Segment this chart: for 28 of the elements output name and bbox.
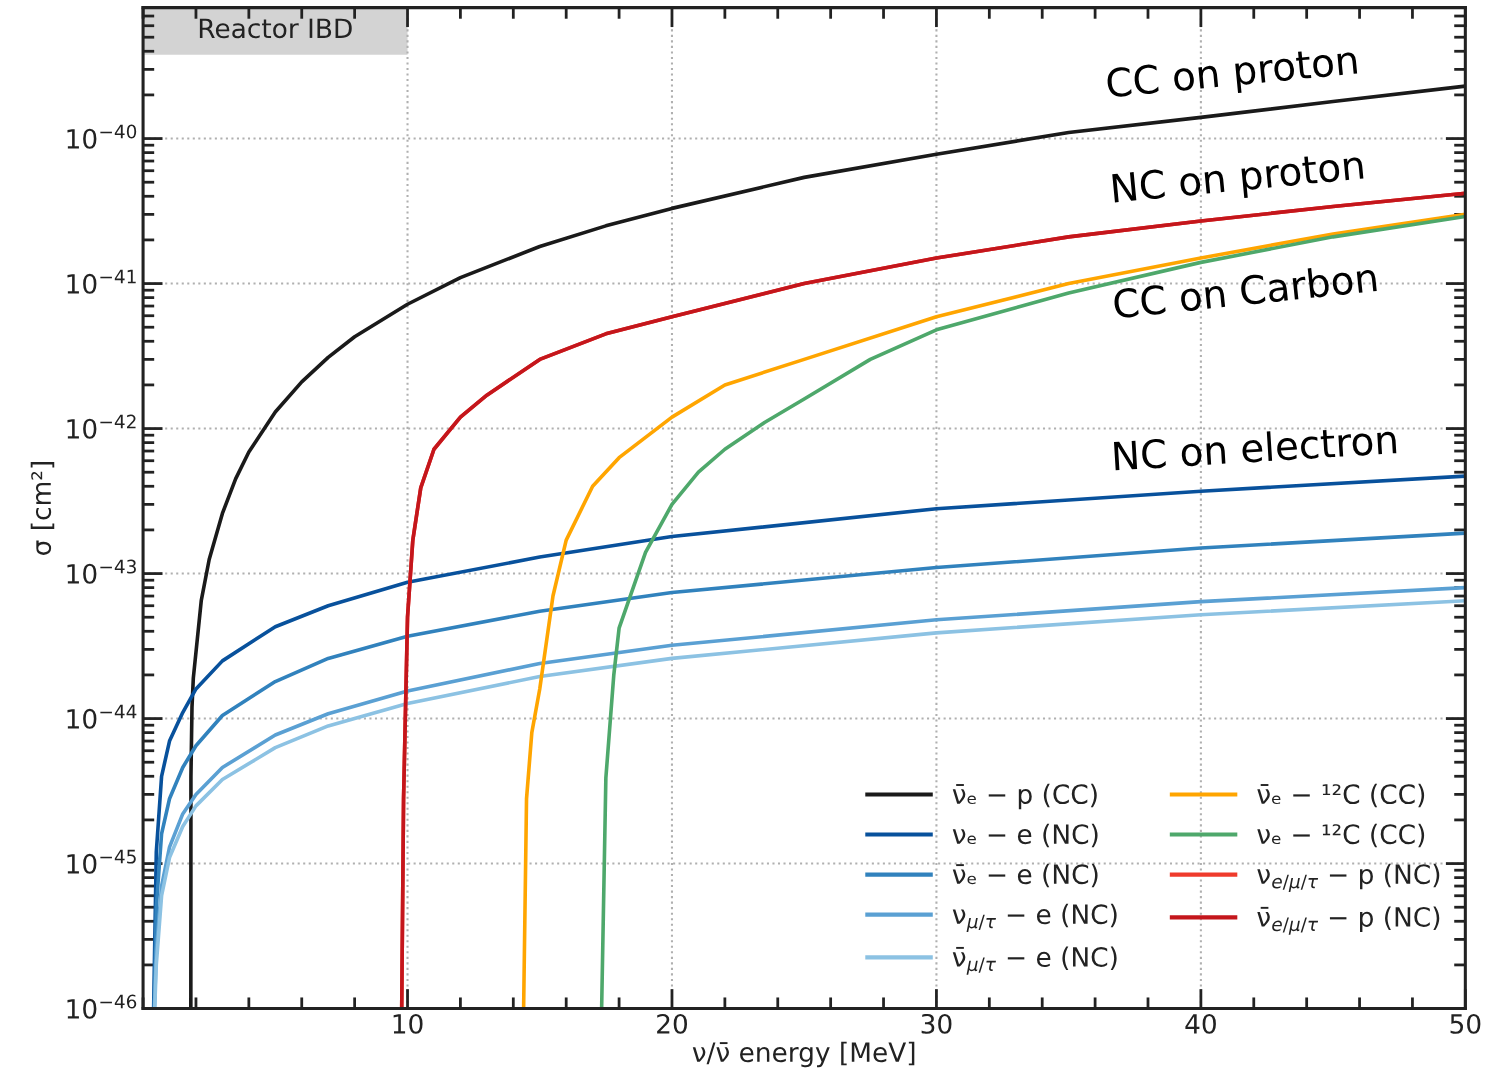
annotation: NC on electron	[1113, 423, 1397, 471]
y-tick-label: 10$^{−40}$	[67, 124, 137, 149]
y-tick-label: 10$^{−46}$	[67, 994, 137, 1019]
x-tick-label: 30	[921, 1013, 952, 1034]
y-tick-label: 10$^{−43}$	[67, 559, 136, 584]
y-tick-label: 10$^{−42}$	[67, 414, 136, 439]
band-label: Reactor IBD	[199, 18, 352, 39]
legend-label: ν̄ₑ − ¹²C (CC)	[1257, 783, 1425, 808]
legend-label: ν̄ₑ − e (NC)	[952, 863, 1098, 888]
y-axis-title: σ [cm²]	[30, 462, 55, 555]
legend-label: ν$_{μ/τ}$ − e (NC)	[952, 903, 1117, 933]
y-tick-label: 10$^{−41}$	[67, 269, 136, 294]
y-tick-label: 10$^{−45}$	[67, 849, 136, 874]
annotation: CC on Carbon	[1112, 261, 1377, 319]
legend-label: ν$_{e/μ/τ}$ − p (NC)	[1257, 863, 1440, 892]
legend-label: ν̄$_{μ/τ}$ − e (NC)	[952, 946, 1117, 975]
annotation: NC on proton	[1112, 149, 1365, 211]
y-tick-label: 10$^{−44}$	[67, 704, 137, 729]
x-tick-label: 10	[393, 1013, 423, 1034]
annotation: CC on proton	[1106, 44, 1358, 106]
x-axis-title: ν/ν̄ energy [MeV]	[692, 1041, 915, 1068]
legend-label: νₑ − e (NC)	[952, 823, 1098, 848]
legend-label: νₑ − ¹²C (CC)	[1257, 823, 1425, 848]
x-tick-label: 20	[657, 1013, 688, 1034]
legend-label: ν̄$_{e/μ/τ}$ − p (NC)	[1257, 906, 1440, 935]
x-tick-label: 50	[1450, 1013, 1481, 1034]
x-tick-label: 40	[1185, 1013, 1216, 1034]
legend-label: ν̄ₑ − p (CC)	[952, 783, 1097, 810]
